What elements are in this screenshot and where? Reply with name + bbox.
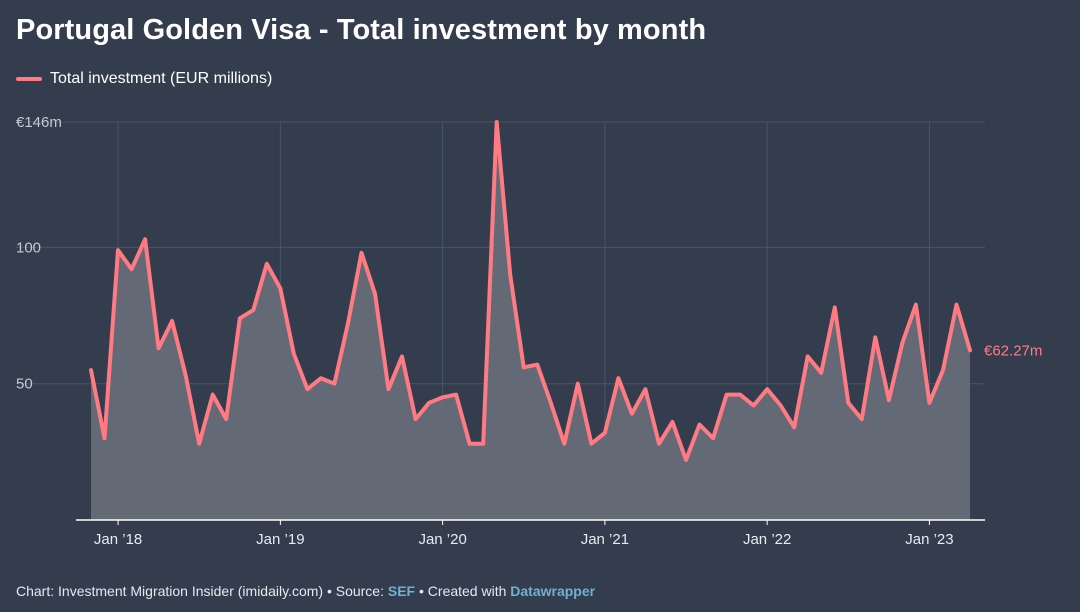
series-area [91,122,970,520]
data-point [278,286,282,290]
data-point [184,374,188,378]
data-point [603,431,607,435]
data-point [833,305,837,309]
data-point [346,322,350,326]
x-tick-label: Jan ’20 [418,531,466,548]
data-point [671,420,675,424]
line-layer [89,120,972,462]
data-point [143,237,147,241]
data-point [305,387,309,391]
data-point [887,398,891,402]
data-point [684,458,688,462]
datawrapper-link[interactable]: Datawrapper [510,583,596,599]
x-tick-label: Jan ’23 [905,531,953,548]
data-point [224,417,228,421]
data-point [535,363,539,367]
data-point [711,436,715,440]
x-tick-label: Jan ’21 [581,531,629,548]
data-point [616,376,620,380]
data-point [725,393,729,397]
source-link[interactable]: SEF [387,583,416,599]
axis-layer [76,519,985,525]
data-point [170,319,174,323]
footer-middle: • Created with [415,583,511,599]
legend-line-swatch [16,77,42,81]
data-point [414,417,418,421]
x-tick-label: Jan ’18 [94,531,142,548]
data-point [400,354,404,358]
area-layer [91,122,970,520]
data-point [698,423,702,427]
data-point [157,346,161,350]
y-tick-label: €146m [16,114,62,131]
data-point [468,442,472,446]
data-point [738,393,742,397]
data-point [927,401,931,405]
data-point [292,352,296,356]
data-point [116,248,120,252]
footer-credit: Chart: Investment Migration Insider (imi… [16,583,388,599]
data-point [576,382,580,386]
data-point [238,316,242,320]
data-point [752,404,756,408]
data-point [643,387,647,391]
data-point [265,262,269,266]
data-point [197,442,201,446]
data-point [846,401,850,405]
data-point [319,376,323,380]
data-point [251,308,255,312]
x-tick-label: Jan ’22 [743,531,791,548]
data-point [914,303,918,307]
data-point [441,395,445,399]
data-point [562,442,566,446]
data-point [454,393,458,397]
data-point [589,442,593,446]
data-point [779,404,783,408]
data-point [387,387,391,391]
data-point [549,401,553,405]
data-point [819,371,823,375]
data-point [427,401,431,405]
x-tick-label: Jan ’19 [256,531,304,548]
data-point [657,442,661,446]
data-point [103,436,107,440]
data-point [792,425,796,429]
chart-title: Portugal Golden Visa - Total investment … [16,14,707,46]
data-point [508,273,512,277]
data-point [373,292,377,296]
data-point [941,368,945,372]
data-point [900,341,904,345]
data-point [765,387,769,391]
y-tick-label: 50 [16,376,33,393]
data-point [130,267,134,271]
legend: Total investment (EUR millions) [16,70,272,88]
footer: Chart: Investment Migration Insider (imi… [16,583,595,599]
data-point [860,417,864,421]
data-point [968,348,972,352]
data-point [873,335,877,339]
data-point [630,412,634,416]
legend-label: Total investment (EUR millions) [50,70,273,87]
data-point [360,251,364,255]
data-point [495,120,499,124]
y-tick-label: 100 [16,239,41,256]
data-point [332,382,336,386]
data-point [522,365,526,369]
label-layer: €146m 100 50 Jan ’18 Jan ’19 Jan ’20 Jan ’21 Ja… [16,114,1042,548]
series-line [89,120,972,462]
data-point [481,442,485,446]
data-point [211,393,215,397]
data-point [89,368,93,372]
data-point [955,303,959,307]
end-value-label: €62.27m [984,342,1042,359]
data-point [806,354,810,358]
